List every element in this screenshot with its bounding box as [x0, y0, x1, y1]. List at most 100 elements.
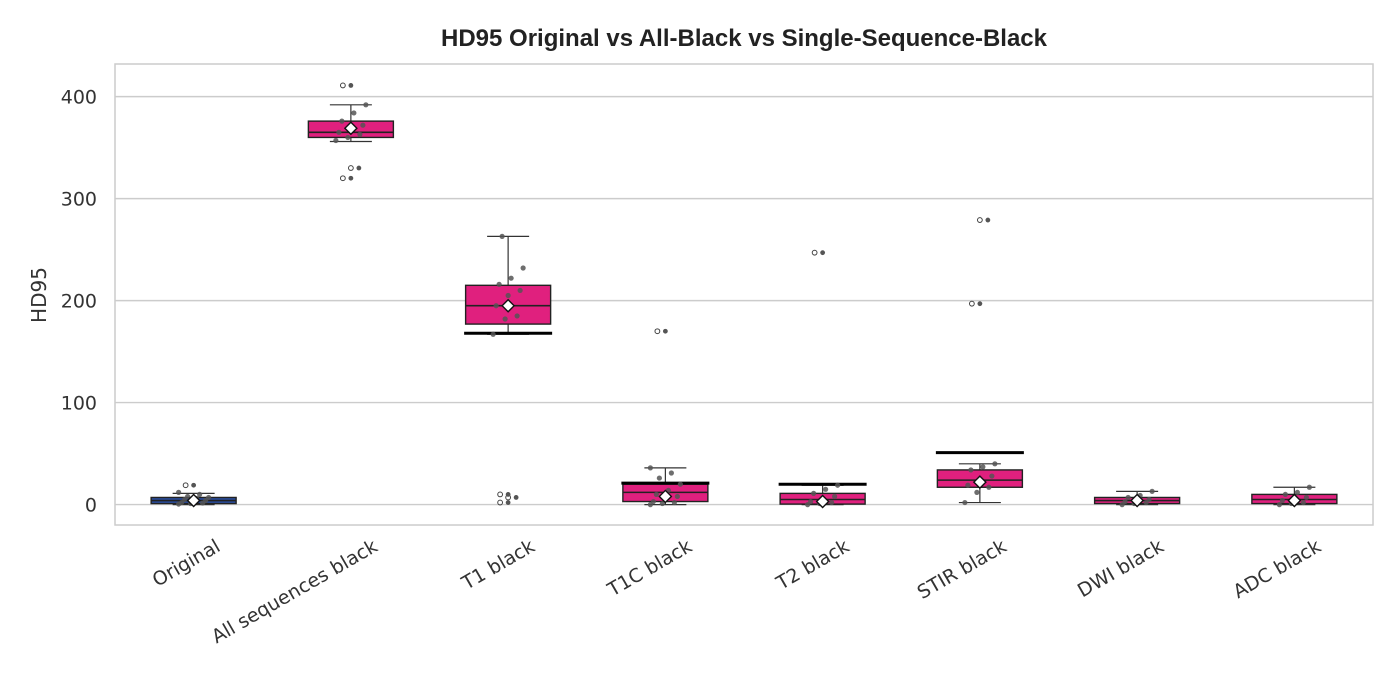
data-point [1276, 502, 1282, 508]
box-3 [621, 328, 710, 508]
data-point [668, 470, 674, 476]
outlier-point [348, 175, 354, 181]
data-point [206, 494, 212, 501]
data-point [360, 122, 366, 128]
plot-frame [114, 63, 1374, 526]
data-point [1303, 494, 1309, 501]
mean-marker [815, 494, 830, 509]
grid-lines [115, 95, 1373, 506]
mean-marker [186, 493, 201, 508]
mean-marker [501, 298, 516, 313]
data-point [823, 486, 829, 492]
x-tick-label: ADC black [1230, 535, 1325, 603]
box-5 [935, 217, 1024, 506]
y-tick-label: 400 [61, 87, 97, 109]
data-point [986, 484, 992, 490]
outlier-point [505, 500, 511, 505]
data-point [496, 281, 502, 287]
x-tick-label: T2 black [772, 535, 853, 595]
box-4 [778, 249, 867, 509]
boxes [150, 82, 1338, 509]
data-point [333, 137, 339, 144]
data-point [989, 473, 995, 479]
x-tick-label: T1C black [603, 535, 696, 601]
outlier-marker [347, 165, 354, 171]
outlier-marker [339, 82, 346, 89]
box-6 [1093, 488, 1181, 508]
mean-marker [972, 475, 987, 490]
data-point [357, 131, 363, 137]
data-point [499, 233, 505, 239]
data-point [339, 118, 345, 124]
x-tick-label: STIR black [914, 535, 1011, 604]
mean-marker [1287, 493, 1302, 508]
data-point [197, 491, 203, 498]
box-7 [1251, 484, 1338, 508]
data-point [1282, 491, 1288, 498]
mean-marker [1130, 493, 1145, 508]
data-point [1294, 489, 1300, 495]
outlier-marker [497, 499, 504, 506]
data-point [508, 275, 514, 281]
data-point [1300, 499, 1306, 506]
outlier-marker [654, 328, 661, 335]
data-point [811, 490, 817, 496]
box-2 [464, 233, 553, 506]
data-point [176, 489, 182, 495]
data-point [502, 316, 508, 322]
data-point [962, 499, 968, 506]
outlier-point [985, 217, 991, 223]
data-point [671, 499, 677, 506]
data-point [185, 493, 191, 500]
y-tick-label: 0 [85, 495, 97, 517]
data-point [980, 464, 986, 470]
data-point [647, 465, 653, 471]
data-point [493, 303, 499, 309]
outlier-marker [182, 482, 189, 489]
data-point [345, 134, 351, 141]
data-point [674, 493, 680, 500]
outlier-point [513, 495, 519, 500]
y-axis-label: HD95 [27, 267, 51, 323]
outlier-point [820, 250, 826, 256]
chart-title: HD95 Original vs All-Black vs Single-Seq… [441, 25, 1048, 52]
data-point [351, 110, 357, 116]
data-point [1122, 498, 1128, 505]
box-0 [150, 482, 237, 508]
mean-marker [343, 121, 358, 136]
data-point [965, 482, 971, 488]
outlier-point [662, 328, 668, 334]
data-point [835, 482, 841, 488]
data-point [677, 481, 683, 487]
data-point [1125, 494, 1131, 501]
x-tick-label: DWI black [1074, 535, 1168, 602]
data-point [974, 489, 980, 495]
data-point [650, 498, 656, 505]
x-tick-label: All sequences black [208, 535, 381, 648]
y-tick-label: 300 [61, 189, 97, 211]
data-point [517, 287, 523, 294]
data-point [1279, 497, 1285, 504]
outlier-marker [497, 491, 504, 498]
outlier-marker [339, 175, 346, 182]
y-tick-label: 100 [61, 393, 97, 415]
data-point [653, 491, 659, 498]
data-point [832, 493, 838, 500]
data-point [1146, 496, 1152, 503]
y-axis: 0 100 200 300 400 [61, 87, 97, 517]
x-tick-label: Original [149, 535, 224, 591]
data-point [656, 475, 662, 481]
data-point [505, 292, 511, 299]
outlier-point [348, 83, 354, 88]
data-point [336, 129, 342, 135]
data-point [1149, 488, 1155, 494]
data-point [992, 461, 998, 467]
box-1 [307, 82, 395, 182]
data-point [520, 265, 526, 271]
data-point [829, 499, 835, 506]
data-point [363, 102, 369, 108]
outlier-point [356, 165, 362, 171]
